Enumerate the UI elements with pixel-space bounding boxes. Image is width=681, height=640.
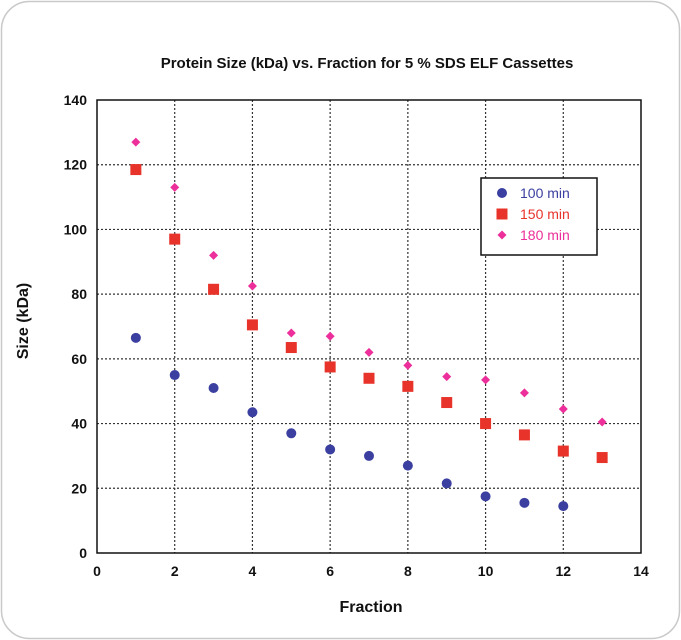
data-point [441,397,453,409]
y-tick-label: 40 [71,416,87,432]
plot-area [96,99,642,554]
y-axis-label: Size (kDa) [15,283,32,359]
y-tick-label: 20 [71,480,87,496]
legend-marker [497,188,507,198]
data-point [130,164,142,176]
legend-item: 150 min [496,206,570,222]
x-tick-label: 14 [633,563,649,579]
data-point [247,407,258,418]
data-point [208,382,219,393]
series-100-min [130,332,569,512]
data-point [480,418,492,430]
x-tick-label: 8 [404,563,412,579]
x-tick-label: 2 [171,563,179,579]
data-point [402,380,414,392]
data-point [558,404,568,414]
data-point [481,375,491,385]
data-point [286,328,296,338]
series-180-min [131,137,607,427]
legend: 100 min 150 min 180 min [480,177,598,256]
data-point [285,342,297,354]
data-point [169,233,181,245]
legend-label: 150 min [520,206,570,222]
x-tick-label: 12 [555,563,571,579]
data-point [209,250,219,260]
data-point [131,137,141,147]
x-tick-label: 4 [249,563,257,579]
x-axis-label: Fraction [339,599,402,616]
data-point [169,370,180,381]
data-point [363,372,375,384]
data-point [208,283,220,295]
data-point [402,460,413,471]
data-point [286,428,297,439]
data-point [596,452,608,464]
chart-title: Protein Size (kDa) vs. Fraction for 5 % … [161,55,574,72]
data-point [325,444,336,455]
legend-marker [497,230,507,240]
data-point [441,478,452,489]
data-point [364,347,374,357]
data-point [557,445,569,457]
data-point [130,332,141,343]
data-point [170,182,180,192]
y-tick-label: 120 [64,157,88,173]
data-points [130,137,608,512]
data-point [364,450,374,461]
data-point [247,281,257,291]
x-tick-label: 10 [478,563,494,579]
x-tick-label: 0 [93,563,101,579]
data-point [518,429,530,441]
legend-label: 100 min [520,185,570,201]
data-point [519,497,530,508]
data-point [442,372,452,382]
data-point [519,388,529,398]
data-point [403,360,413,370]
data-point [325,331,335,341]
data-point [597,417,607,427]
y-tick-label: 100 [64,221,88,237]
legend-item: 180 min [497,227,570,243]
y-tick-label: 0 [79,545,87,561]
legend-item: 100 min [497,185,570,201]
y-tick-label: 80 [71,286,87,302]
data-point [480,491,491,502]
data-point [558,501,569,512]
x-tick-label: 6 [326,563,334,579]
series-150-min [130,164,608,464]
y-tick-label: 140 [64,92,88,108]
legend-marker [496,208,508,220]
y-tick-label: 60 [71,351,87,367]
data-point [324,361,336,373]
data-point [246,319,258,331]
legend-label: 180 min [520,227,570,243]
